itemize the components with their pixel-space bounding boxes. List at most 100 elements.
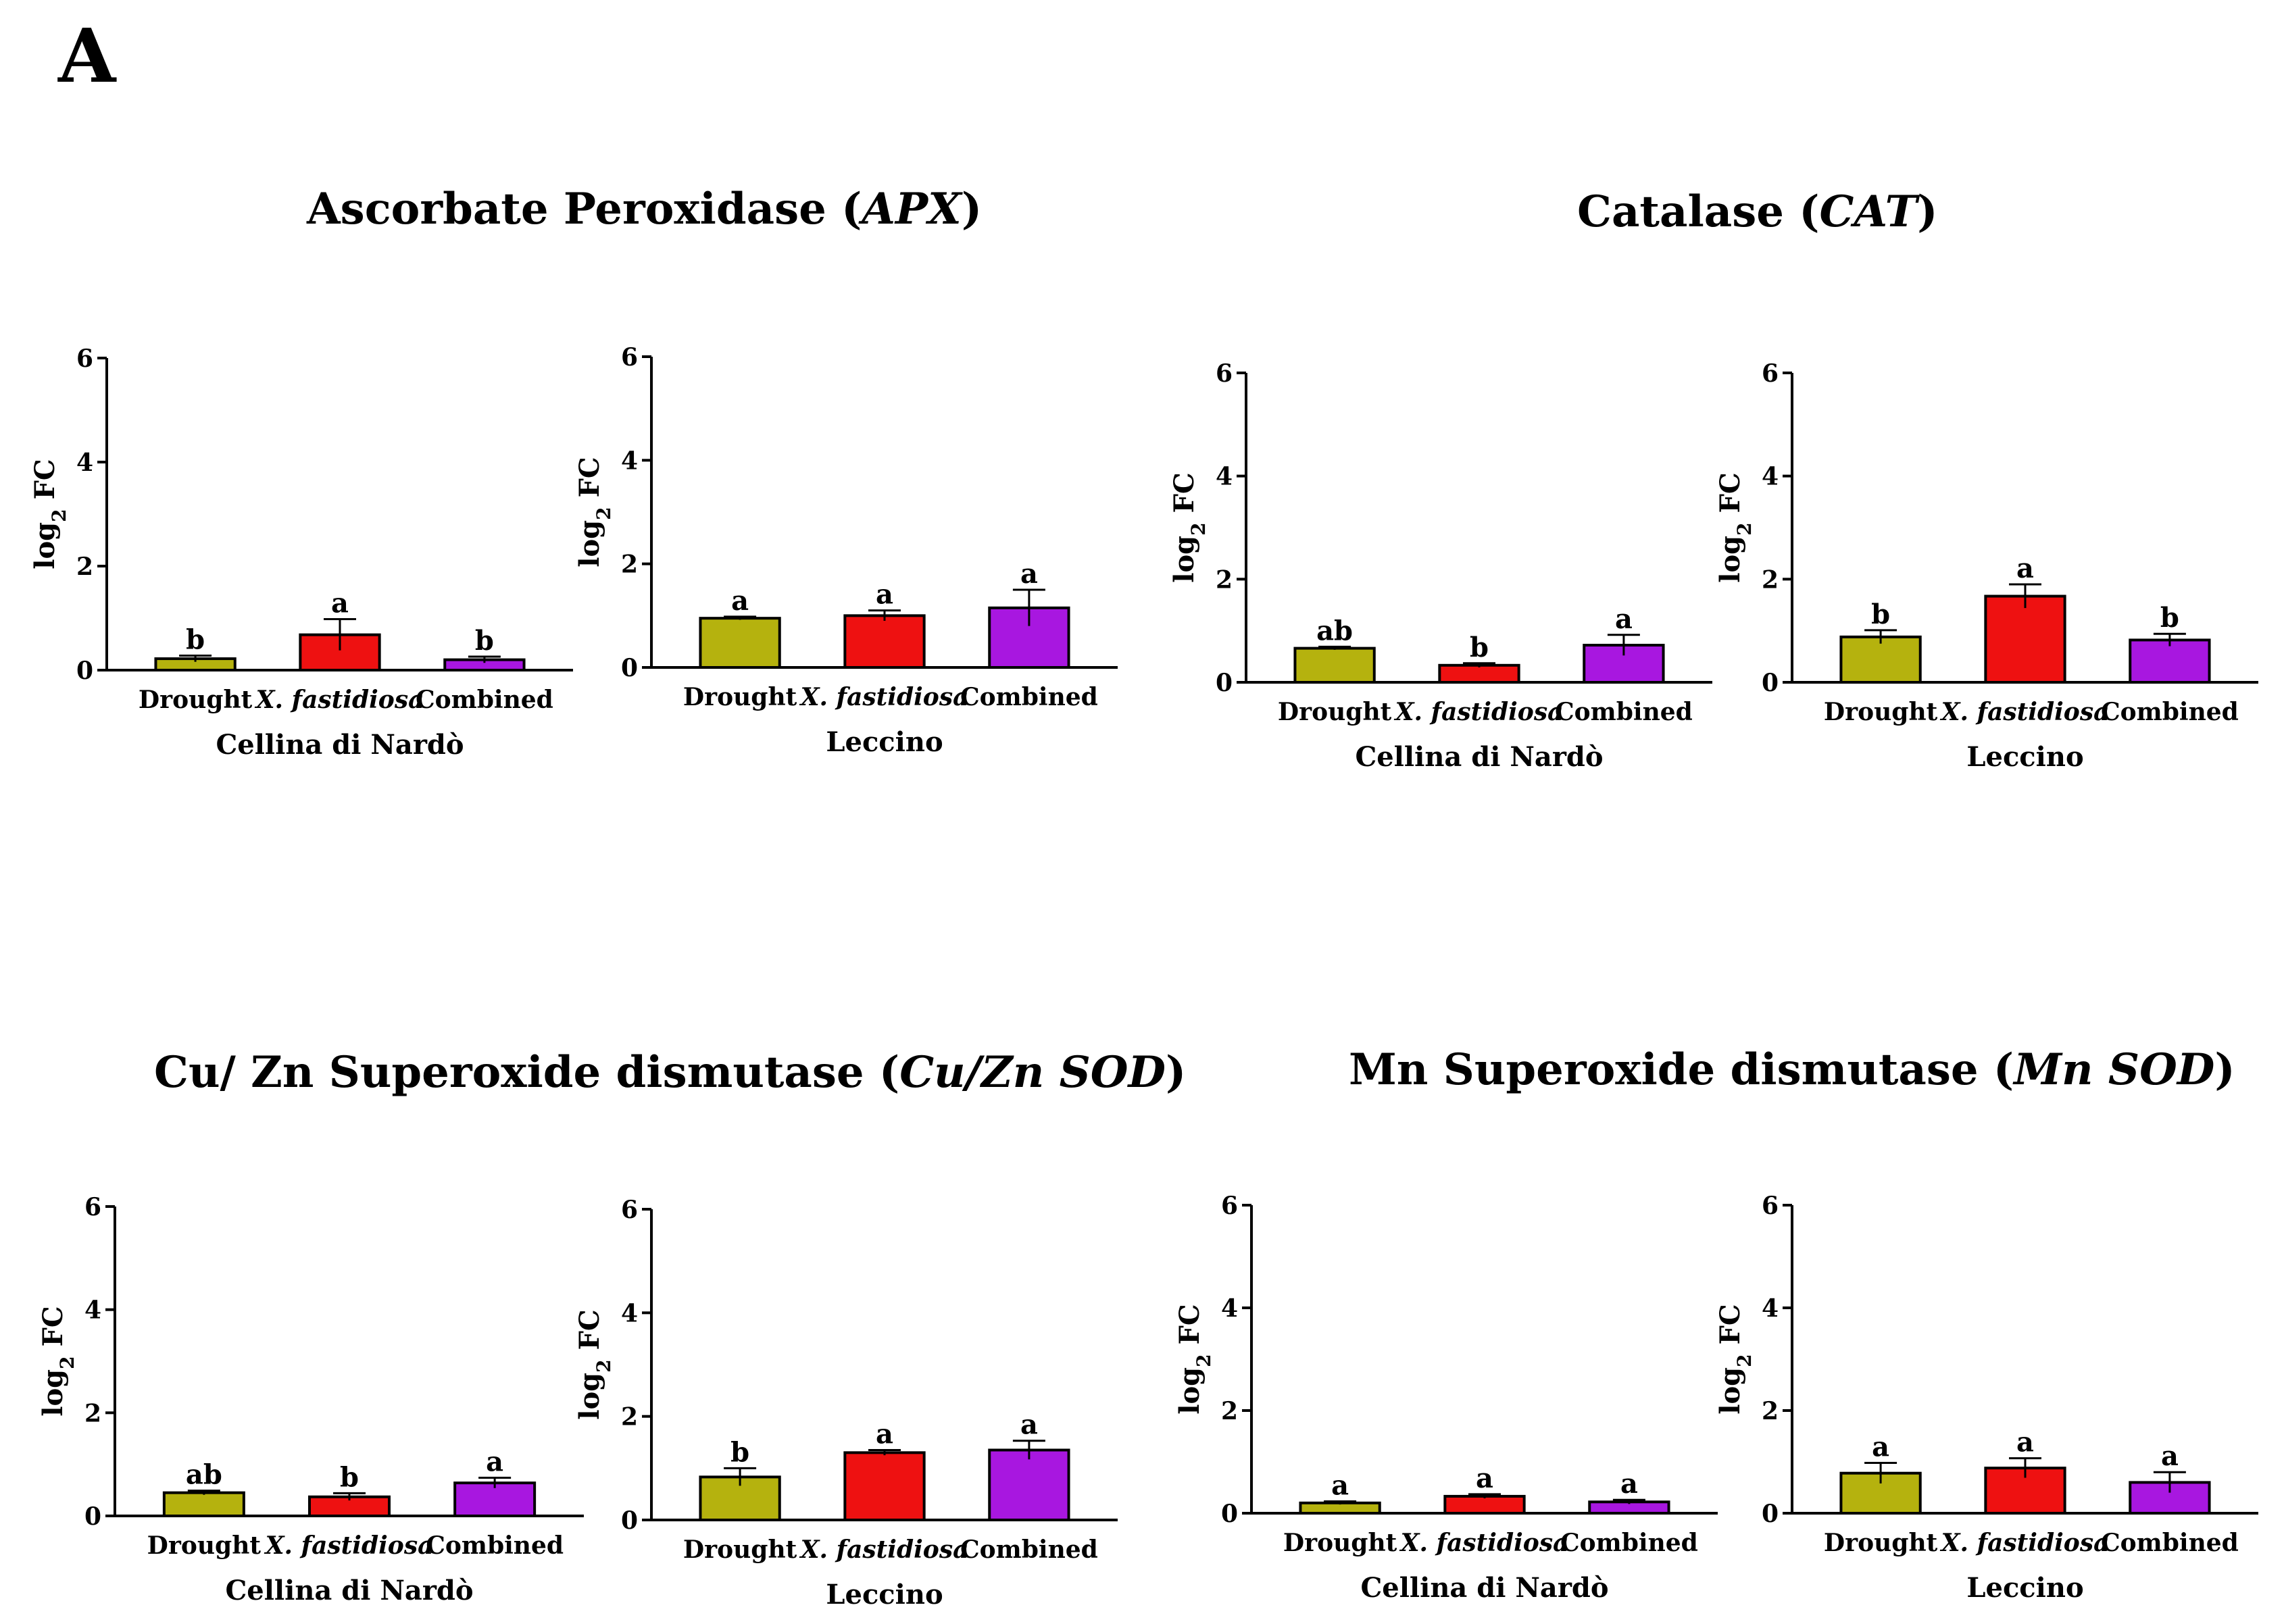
chart-4: 0 2 4 6 log2 FC ab Drought b X. fastidiosa a Combi…: [37, 1193, 584, 1606]
y-tick-label: 6: [1762, 359, 1779, 388]
y-tick-label: 0: [1762, 1500, 1779, 1528]
y-tick-label: 6: [76, 345, 93, 373]
significance-letter: ab: [186, 1459, 222, 1491]
y-axis-label: log2 FC: [1174, 1304, 1215, 1415]
bar-x-fastidiosa: [1438, 663, 1520, 684]
bar-drought: [162, 1491, 245, 1517]
y-tick-label: 2: [621, 1403, 638, 1431]
significance-letter: a: [1620, 1468, 1638, 1500]
significance-letter: a: [2016, 1427, 2034, 1458]
significance-letter: b: [340, 1461, 359, 1493]
chart-1: 0 2 4 6 log2 FC a Drought a X. fastidiosa a Combin…: [574, 343, 1118, 758]
cultivar-label: Leccino: [1966, 741, 2083, 773]
x-category-label: Drought: [1824, 698, 1938, 726]
y-tick-label: 4: [621, 447, 638, 475]
significance-letter: b: [2160, 602, 2179, 634]
chart-7: 0 2 4 6 log2 FC a Drought a X. fastidiosa a Combin…: [1714, 1192, 2258, 1604]
y-tick-label: 4: [621, 1299, 638, 1327]
significance-letter: a: [1331, 1470, 1349, 1502]
bar-x-fastidiosa: [1984, 594, 2066, 684]
group-title-cuzn-sod: Cu/ Zn Superoxide dismutase (Cu/Zn SOD): [154, 1047, 1187, 1098]
x-category-label: Drought: [1824, 1529, 1938, 1557]
x-category-label: Combined: [2101, 1529, 2239, 1557]
significance-letter: a: [1020, 558, 1038, 590]
x-category-label: X. fastidiosa: [799, 683, 969, 711]
cultivar-label: Leccino: [826, 726, 943, 758]
x-category-label: Combined: [960, 683, 1098, 711]
cultivar-label: Cellina di Nardò: [1360, 1572, 1608, 1604]
y-tick-label: 2: [84, 1399, 101, 1427]
y-tick-label: 6: [1216, 359, 1233, 388]
y-tick-label: 4: [76, 449, 93, 477]
y-axis-label: log2 FC: [1168, 472, 1210, 583]
cultivar-label: Cellina di Nardò: [1355, 741, 1603, 773]
y-tick-label: 0: [1762, 669, 1779, 697]
y-tick-label: 4: [1221, 1294, 1238, 1323]
significance-letter: b: [475, 625, 494, 657]
group-title-cat: Catalase (CAT): [1577, 186, 1938, 237]
significance-letter: a: [1476, 1463, 1493, 1494]
y-tick-label: 2: [76, 553, 93, 581]
cultivar-label: Leccino: [1966, 1572, 2083, 1604]
cultivar-label: Cellina di Nardò: [216, 729, 464, 761]
bar-drought: [1839, 635, 1922, 684]
significance-letter: a: [876, 579, 893, 611]
chart-2: 0 2 4 6 log2 FC ab Drought b X. fastidiosa a Combi…: [1168, 359, 1712, 773]
x-category-label: Combined: [1560, 1529, 1698, 1557]
x-category-label: Drought: [147, 1531, 262, 1560]
bar-drought: [1293, 646, 1376, 684]
x-category-label: X. fastidiosa: [1394, 698, 1564, 726]
x-category-label: X. fastidiosa: [1940, 1529, 2110, 1557]
y-tick-label: 6: [621, 1196, 638, 1224]
y-tick-label: 4: [1762, 1294, 1779, 1323]
x-category-label: X. fastidiosa: [264, 1531, 434, 1560]
significance-letter: b: [730, 1436, 749, 1468]
y-tick-label: 6: [84, 1193, 101, 1221]
y-tick-label: 0: [1216, 669, 1233, 697]
significance-letter: b: [1871, 599, 1890, 630]
significance-letter: a: [1872, 1431, 1889, 1463]
group-title-apx: Ascorbate Peroxidase (APX): [307, 184, 983, 234]
x-category-label: X. fastidiosa: [799, 1536, 969, 1564]
y-tick-label: 0: [621, 654, 638, 682]
y-tick-label: 2: [1221, 1397, 1238, 1425]
y-tick-label: 4: [1216, 463, 1233, 491]
y-axis-label: log2 FC: [37, 1306, 78, 1417]
significance-letter: a: [486, 1446, 503, 1478]
y-tick-label: 6: [1221, 1192, 1238, 1220]
x-category-label: Drought: [1283, 1529, 1397, 1557]
bar-x-fastidiosa: [843, 1451, 926, 1521]
x-category-label: X. fastidiosa: [1940, 698, 2110, 726]
x-category-label: Drought: [683, 1536, 797, 1564]
y-tick-label: 4: [1762, 463, 1779, 491]
y-tick-label: 6: [1762, 1192, 1779, 1220]
significance-letter: a: [876, 1419, 893, 1450]
x-category-label: Combined: [2101, 698, 2239, 726]
y-axis-label: log2 FC: [1714, 472, 1756, 583]
y-axis-label: log2 FC: [29, 459, 70, 569]
chart-6: 0 2 4 6 log2 FC a Drought a X. fastidiosa a Combin…: [1174, 1192, 1718, 1604]
bar-x-fastidiosa: [843, 614, 926, 669]
y-axis-label: log2 FC: [574, 457, 615, 567]
bar-x-fastidiosa: [1443, 1494, 1526, 1515]
significance-letter: b: [1470, 632, 1489, 663]
y-tick-label: 6: [621, 343, 638, 372]
cultivar-label: Cellina di Nardò: [225, 1575, 473, 1606]
y-tick-label: 2: [1762, 1397, 1779, 1425]
y-axis-label: log2 FC: [1714, 1304, 1756, 1415]
bar-drought: [699, 617, 781, 669]
x-category-label: Drought: [139, 686, 253, 714]
bar-combined: [2129, 638, 2211, 684]
x-category-label: Combined: [426, 1531, 564, 1560]
significance-letter: b: [186, 624, 205, 655]
x-category-label: Combined: [960, 1536, 1098, 1564]
significance-letter: a: [731, 585, 749, 617]
x-category-label: Drought: [1278, 698, 1392, 726]
y-tick-label: 0: [84, 1502, 101, 1531]
significance-letter: a: [2016, 553, 2034, 584]
significance-letter: a: [331, 588, 349, 619]
bar-combined: [988, 1448, 1070, 1521]
chart-0: 0 2 4 6 log2 FC b Drought a X. fastidiosa b Combin…: [29, 345, 573, 761]
x-category-label: Combined: [1555, 698, 1693, 726]
